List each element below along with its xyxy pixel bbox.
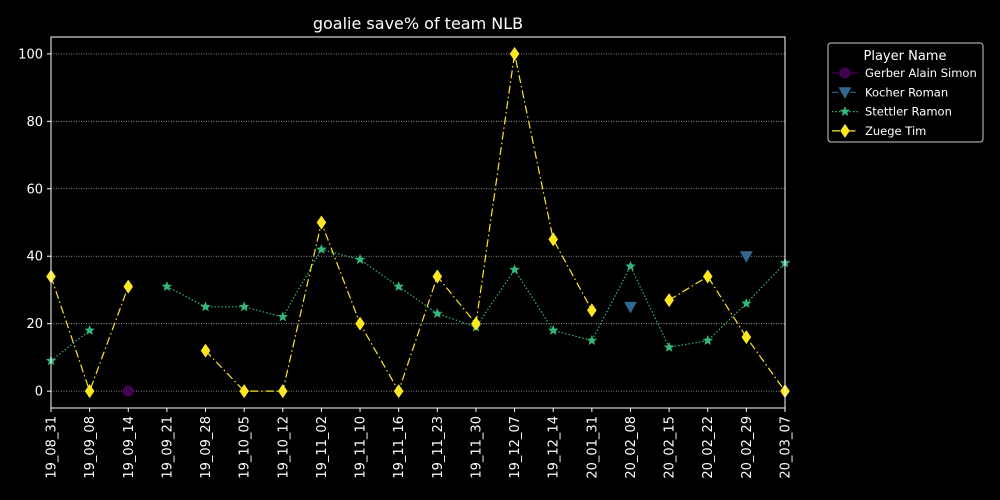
x-tick-label: 19_10_05 [238, 416, 253, 479]
x-tick-label: 20_03_07 [779, 416, 794, 479]
data-point [355, 316, 365, 331]
data-point [548, 232, 559, 247]
data-point [316, 215, 327, 230]
data-point [277, 311, 289, 322]
series-line [668, 275, 786, 392]
x-tick-label: 19_12_14 [547, 416, 562, 479]
data-point [471, 316, 481, 331]
legend-label: Zuege Tim [865, 124, 926, 138]
x-tick-label: 19_08_31 [45, 416, 60, 479]
x-tick-label: 19_09_14 [122, 416, 137, 479]
data-point [200, 301, 211, 312]
legend-marker [839, 106, 851, 117]
x-tick-label: 19_10_12 [276, 416, 291, 479]
series-line [50, 276, 129, 393]
plot-frame [50, 36, 786, 409]
data-point [741, 330, 752, 345]
legend-marker [840, 123, 850, 138]
chart-title: goalie save% of team NLB [313, 14, 523, 33]
series-line [205, 53, 593, 393]
data-point [393, 384, 404, 399]
data-point [84, 324, 95, 335]
data-point [238, 301, 250, 312]
legend-marker [839, 67, 851, 79]
legend-box [827, 42, 984, 143]
data-point [161, 281, 173, 292]
x-tick-label: 20_01_31 [585, 416, 600, 479]
data-point [277, 384, 288, 399]
x-tick-label: 19_11_02 [315, 416, 330, 479]
data-point [393, 281, 404, 292]
x-axis: 19_08_31 19_09_08 19_09_14 19_09_21 19_09_28… [45, 408, 794, 479]
y-tick-label: 0 [35, 385, 43, 400]
legend-marker [838, 87, 852, 99]
data-point [625, 260, 636, 271]
data-point [122, 385, 134, 397]
data-point [623, 301, 637, 314]
y-tick-label: 80 [26, 115, 43, 130]
data-point [432, 269, 443, 284]
data-point [664, 293, 674, 308]
series-stettler-ramon [45, 243, 791, 366]
data-point [200, 343, 211, 358]
series-zuege-tim [46, 46, 790, 399]
data-point [509, 46, 520, 61]
x-tick-label: 20_02_15 [663, 416, 678, 479]
y-tick-label: 20 [26, 317, 43, 332]
x-tick-label: 19_11_30 [469, 416, 484, 479]
data-point [741, 297, 752, 308]
x-tick-label: 20_02_08 [624, 416, 639, 479]
data-point [739, 251, 753, 263]
data-point [702, 335, 713, 345]
data-point [316, 243, 327, 254]
data-point [587, 303, 597, 318]
legend-label: Gerber Alain Simon [865, 66, 977, 80]
series-line [50, 329, 91, 362]
x-tick-label: 19_09_08 [83, 416, 98, 479]
legend-label: Kocher Roman [865, 85, 948, 99]
y-axis: 0 20 40 60 80 100 [18, 47, 51, 400]
series-gerber-alain-simon [122, 385, 134, 397]
x-tick-label: 19_11_10 [354, 416, 369, 479]
data-point [702, 269, 713, 284]
series-layer [45, 46, 791, 399]
x-tick-label: 19_09_28 [199, 416, 214, 479]
x-tick-label: 19_11_23 [431, 416, 446, 479]
legend: Player Name Gerber Alain Simon Kocher Rom… [827, 42, 984, 143]
data-point [509, 264, 520, 275]
legend-label: Stettler Ramon [865, 105, 952, 119]
grid-lines [51, 53, 785, 392]
data-point [547, 324, 559, 335]
x-tick-label: 19_12_07 [508, 416, 523, 479]
legend-items: Gerber Alain Simon Kocher Roman Stettler R… [832, 66, 977, 138]
y-tick-label: 60 [26, 182, 43, 197]
data-point [84, 384, 95, 399]
data-point [123, 279, 134, 294]
y-tick-label: 100 [18, 47, 43, 62]
legend-title: Player Name [864, 49, 947, 64]
x-tick-label: 19_11_16 [392, 416, 407, 479]
x-tick-label: 19_09_21 [160, 416, 175, 479]
data-point [663, 341, 675, 352]
series-kocher-roman [623, 251, 753, 314]
data-point [354, 254, 366, 265]
data-point [239, 384, 249, 399]
x-tick-label: 20_02_29 [740, 416, 755, 479]
x-tick-label: 20_02_22 [701, 416, 716, 479]
data-point [586, 335, 598, 345]
data-point [432, 308, 443, 319]
y-tick-label: 40 [26, 250, 43, 265]
series-line [166, 248, 786, 348]
